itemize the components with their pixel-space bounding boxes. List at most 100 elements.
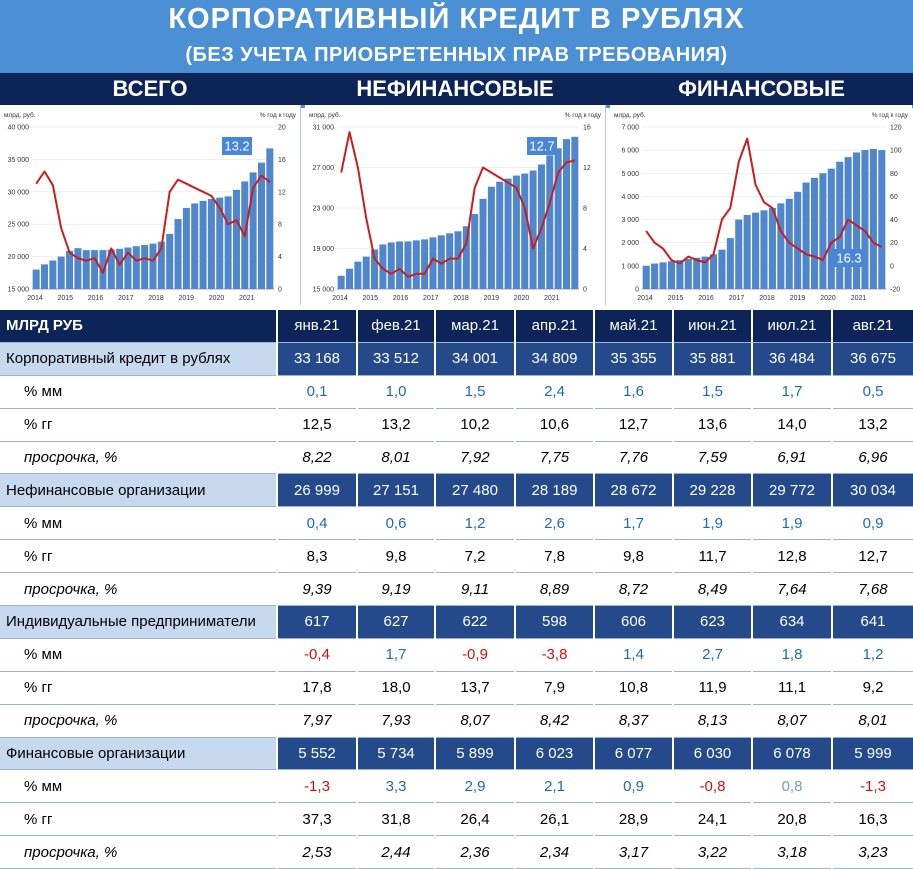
value-cell: 0,1 xyxy=(276,375,357,409)
y-tick-label: 7 000 xyxy=(621,125,639,132)
bar xyxy=(869,148,877,289)
value-cell: 0,9 xyxy=(593,769,673,804)
bar xyxy=(354,261,362,289)
bar xyxy=(41,264,49,289)
bar xyxy=(676,260,684,289)
y2-tick-label: 40 xyxy=(890,217,898,224)
y-tick-label: 2 000 xyxy=(621,240,639,247)
bar xyxy=(546,155,554,289)
value-cell: 0,8 xyxy=(751,769,832,804)
bar xyxy=(362,256,370,289)
row-label-cell: % мм xyxy=(0,375,277,409)
bar xyxy=(257,162,265,289)
table-row: просрочка, % 9,39 9,19 9,11 8,89 8,72 8,49 7,64… xyxy=(0,572,913,607)
y2-tick-label: 0 xyxy=(278,287,282,294)
value-cell: 13,2 xyxy=(831,408,913,442)
y-tick-label: 1 000 xyxy=(621,263,639,270)
value-cell: 7,9 xyxy=(514,671,594,705)
y2-tick-label: 120 xyxy=(890,125,902,132)
row-label-cell: Корпоративный кредит в рублях xyxy=(0,342,277,376)
table-row: % гг 8,3 9,8 7,2 7,8 9,8 11,7 12,8 12,7 xyxy=(0,539,913,574)
bar xyxy=(819,173,827,289)
value-cell: 0,9 xyxy=(831,506,913,541)
value-cell: -1,3 xyxy=(831,769,913,804)
value-cell: 9,8 xyxy=(593,539,673,574)
x-tick-label: 2016 xyxy=(393,295,409,302)
bar xyxy=(836,161,844,289)
value-cell: 34 001 xyxy=(434,342,515,376)
section-bar xyxy=(0,73,913,105)
bar xyxy=(554,148,562,289)
value-cell: 7,97 xyxy=(276,704,357,738)
table-row: % мм -0,4 1,7 -0,9 -3,8 1,4 2,7 1,8 1,2 xyxy=(0,638,913,672)
value-cell: 33 512 xyxy=(356,342,435,376)
page-subtitle: (БЕЗ УЧЕТА ПРИОБРЕТЕННЫХ ПРАВ ТРЕБОВАНИЯ… xyxy=(185,44,728,66)
bar xyxy=(249,172,257,289)
value-callout-box xyxy=(834,249,864,267)
y2-tick-label: 100 xyxy=(890,148,902,155)
value-cell: 11,1 xyxy=(751,671,832,705)
value-cell: 8,3 xyxy=(276,539,357,574)
bar xyxy=(116,248,124,289)
value-cell: 35 881 xyxy=(672,342,752,376)
value-cell: 17,8 xyxy=(276,671,357,705)
row-label-cell: просрочка, % xyxy=(0,572,277,607)
y-tick-label: 40 000 xyxy=(8,125,30,132)
row-label-cell: % мм xyxy=(0,638,277,672)
value-cell: 34 809 xyxy=(514,342,594,376)
bar xyxy=(496,181,504,289)
x-tick-label: 2019 xyxy=(178,295,194,302)
bar xyxy=(571,136,579,289)
bar xyxy=(207,198,215,289)
value-cell: 37,3 xyxy=(276,802,357,837)
header-month-cell: авг.21 xyxy=(831,310,913,343)
value-cell: 3,17 xyxy=(593,835,673,869)
bar xyxy=(701,256,709,289)
value-cell: 9,11 xyxy=(434,572,515,607)
x-tick-label: 2020 xyxy=(209,295,225,302)
table-row: % мм 0,1 1,0 1,5 2,4 1,6 1,5 1,7 0,5 xyxy=(0,375,913,409)
bar xyxy=(141,244,149,289)
value-cell: 1,7 xyxy=(356,638,435,672)
row-label-cell: просрочка, % xyxy=(0,441,277,475)
x-tick-label: 2020 xyxy=(514,295,530,302)
header-label-cell: МЛРД РУБ xyxy=(0,310,277,343)
value-cell: 36 675 xyxy=(831,342,913,376)
value-cell: 2,36 xyxy=(434,835,515,869)
y-axis-label: млрд. руб. xyxy=(4,111,36,119)
value-cell: 10,2 xyxy=(434,408,515,442)
row-label-cell: просрочка, % xyxy=(0,704,277,738)
y-tick-label: 0 xyxy=(635,287,639,294)
value-cell: 7,92 xyxy=(434,441,515,475)
section-total-label: ВСЕГО xyxy=(112,76,188,101)
value-cell: 617 xyxy=(276,605,357,639)
value-cell: 27 151 xyxy=(356,473,435,508)
value-cell: 1,9 xyxy=(672,506,752,541)
section-nonfinancial-label: НЕФИНАНСОВЫЕ xyxy=(356,76,554,101)
bar xyxy=(166,233,174,289)
value-cell: 8,89 xyxy=(514,572,594,607)
y-tick-label: 4 000 xyxy=(621,194,639,201)
y2-tick-label: 60 xyxy=(890,194,898,201)
yoy-line xyxy=(645,137,883,265)
bar xyxy=(454,231,462,289)
value-cell: 8,01 xyxy=(831,704,913,738)
yoy-line xyxy=(340,131,576,278)
y2-axis-label: % год к году xyxy=(260,112,297,119)
chart-nonfinancial-panel: млрд. руб. % год к году 31 000 27 000 23 000… xyxy=(305,105,606,305)
value-cell: 5 899 xyxy=(434,737,515,771)
bar xyxy=(512,175,520,289)
value-cell: 1,9 xyxy=(751,506,832,541)
value-cell: 12,7 xyxy=(831,539,913,574)
bar xyxy=(504,178,512,289)
value-cell: 12,5 xyxy=(276,408,357,442)
value-cell: 598 xyxy=(514,605,594,639)
bar xyxy=(404,241,412,289)
value-cell: -1,3 xyxy=(276,769,357,804)
x-tick-label: 2019 xyxy=(483,295,499,302)
bar xyxy=(659,262,667,289)
y2-tick-label: 8 xyxy=(278,222,282,229)
value-cell: 7,76 xyxy=(593,441,673,475)
value-cell: 1,5 xyxy=(672,375,752,409)
value-cell: 622 xyxy=(434,605,515,639)
